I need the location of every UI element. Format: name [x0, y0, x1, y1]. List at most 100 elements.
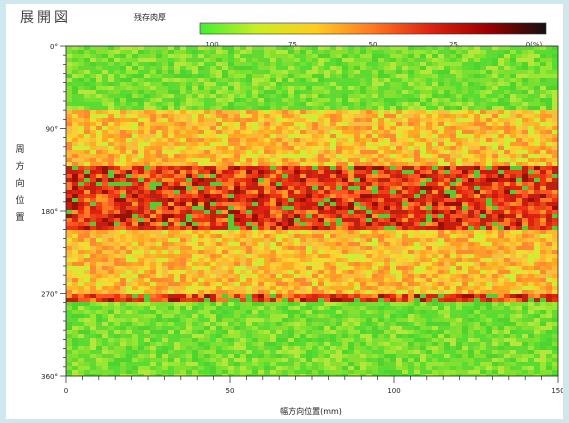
- heatmap-cell: [162, 154, 168, 158]
- heatmap-cell: [204, 138, 210, 142]
- heatmap-cell: [384, 206, 390, 210]
- heatmap-cell: [90, 46, 96, 50]
- heatmap-cell: [252, 198, 258, 202]
- heatmap-cell: [138, 274, 144, 278]
- heatmap-cell: [96, 146, 102, 150]
- heatmap-cell: [348, 142, 354, 146]
- heatmap-cell: [474, 162, 480, 166]
- heatmap-cell: [534, 186, 540, 190]
- heatmap-cell: [162, 98, 168, 102]
- heatmap-cell: [264, 178, 270, 182]
- heatmap-cell: [84, 118, 90, 122]
- heatmap-cell: [402, 66, 408, 70]
- heatmap-cell: [216, 186, 222, 190]
- heatmap-cell: [324, 174, 330, 178]
- heatmap-cell: [498, 114, 504, 118]
- heatmap-cell: [456, 70, 462, 74]
- heatmap-cell: [246, 162, 252, 166]
- heatmap-cell: [528, 130, 534, 134]
- heatmap-cell: [306, 234, 312, 238]
- heatmap-cell: [168, 242, 174, 246]
- heatmap-cell: [336, 194, 342, 198]
- heatmap-cell: [462, 50, 468, 54]
- heatmap-cell: [318, 46, 324, 50]
- heatmap-cell: [144, 90, 150, 94]
- heatmap-cell: [150, 110, 156, 114]
- heatmap-cell: [132, 122, 138, 126]
- heatmap-cell: [552, 198, 558, 202]
- heatmap-cell: [300, 286, 306, 290]
- heatmap-cell: [372, 66, 378, 70]
- heatmap-cell: [288, 110, 294, 114]
- heatmap-cell: [240, 94, 246, 98]
- heatmap-cell: [186, 170, 192, 174]
- heatmap-cell: [480, 250, 486, 254]
- heatmap-cell: [66, 242, 72, 246]
- heatmap-cell: [474, 126, 480, 130]
- heatmap-cell: [294, 174, 300, 178]
- heatmap-cell: [300, 134, 306, 138]
- heatmap-cell: [528, 230, 534, 234]
- heatmap-cell: [270, 250, 276, 254]
- heatmap-cell: [540, 186, 546, 190]
- heatmap-cell: [282, 54, 288, 58]
- heatmap-cell: [468, 126, 474, 130]
- heatmap-cell: [408, 222, 414, 226]
- heatmap-cell: [366, 58, 372, 62]
- heatmap-cell: [240, 62, 246, 66]
- heatmap-cell: [390, 86, 396, 90]
- heatmap-cell: [372, 186, 378, 190]
- heatmap-cell: [474, 146, 480, 150]
- heatmap-cell: [318, 262, 324, 266]
- heatmap-cell: [480, 198, 486, 202]
- heatmap-cell: [102, 198, 108, 202]
- heatmap-cell: [432, 282, 438, 286]
- heatmap-cell: [144, 54, 150, 58]
- heatmap-cell: [354, 162, 360, 166]
- heatmap-cell: [84, 250, 90, 254]
- heatmap-cell: [294, 202, 300, 206]
- heatmap-cell: [384, 134, 390, 138]
- heatmap-cell: [378, 186, 384, 190]
- heatmap-cell: [318, 90, 324, 94]
- heatmap-cell: [492, 226, 498, 230]
- heatmap-cell: [420, 182, 426, 186]
- heatmap-cell: [396, 74, 402, 78]
- heatmap-cell: [342, 194, 348, 198]
- heatmap-cell: [162, 254, 168, 258]
- heatmap-cell: [408, 74, 414, 78]
- heatmap-cell: [252, 250, 258, 254]
- heatmap-cell: [216, 286, 222, 290]
- heatmap-cell: [204, 186, 210, 190]
- heatmap-cell: [468, 270, 474, 274]
- heatmap-cell: [264, 54, 270, 58]
- heatmap-cell: [66, 126, 72, 130]
- heatmap-cell: [168, 82, 174, 86]
- heatmap-cell: [162, 202, 168, 206]
- heatmap-cell: [276, 54, 282, 58]
- heatmap-cell: [288, 126, 294, 130]
- heatmap-cell: [306, 246, 312, 250]
- heatmap-cell: [540, 66, 546, 70]
- heatmap-cell: [432, 254, 438, 258]
- heatmap-cell: [258, 98, 264, 102]
- heatmap-cell: [264, 250, 270, 254]
- heatmap-cell: [108, 162, 114, 166]
- heatmap-cell: [186, 250, 192, 254]
- heatmap-cell: [426, 258, 432, 262]
- heatmap-cell: [174, 50, 180, 54]
- heatmap-cell: [450, 50, 456, 54]
- heatmap-cell: [198, 174, 204, 178]
- heatmap-cell: [534, 214, 540, 218]
- heatmap-cell: [138, 202, 144, 206]
- heatmap-cell: [450, 66, 456, 70]
- heatmap-cell: [432, 246, 438, 250]
- heatmap-cell: [252, 134, 258, 138]
- heatmap-cell: [144, 154, 150, 158]
- heatmap-cell: [120, 94, 126, 98]
- heatmap-cell: [414, 142, 420, 146]
- heatmap-cell: [330, 150, 336, 154]
- heatmap-cell: [180, 246, 186, 250]
- heatmap-cell: [480, 82, 486, 86]
- heatmap-cell: [144, 178, 150, 182]
